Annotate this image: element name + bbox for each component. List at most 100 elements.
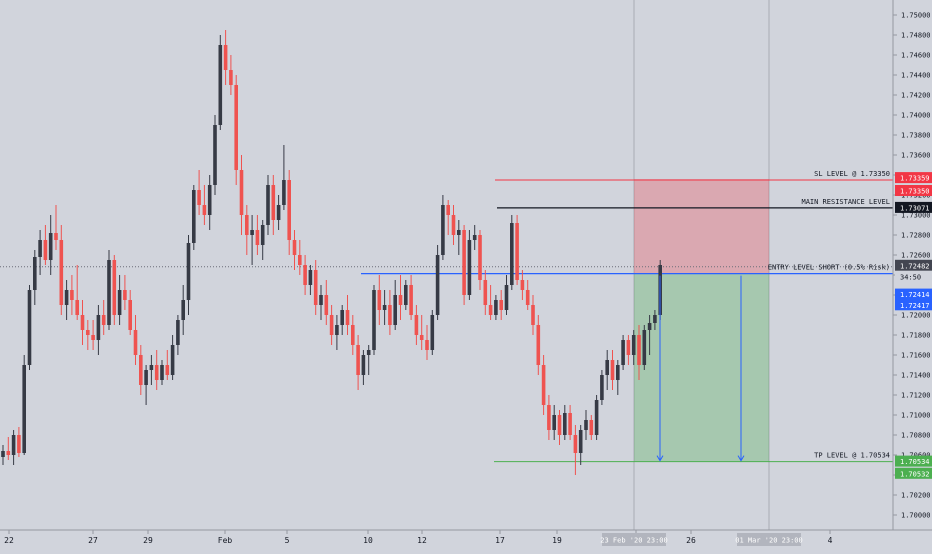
price-tick-label: 1.71800	[901, 332, 931, 340]
candle-body	[419, 335, 424, 340]
candle-body	[568, 413, 572, 435]
candle-body	[48, 233, 53, 260]
price-tick-label: 1.70000	[901, 512, 931, 520]
entry-price-badge-bg	[895, 288, 932, 300]
candle-body	[202, 205, 207, 215]
candle-body	[536, 325, 541, 365]
candle-body	[133, 330, 138, 355]
tp-price-badge-bg	[895, 455, 932, 467]
candle-body	[578, 430, 583, 453]
candle-body	[510, 223, 514, 285]
candle-body	[600, 375, 604, 400]
candle-body	[170, 345, 175, 375]
candle-body	[197, 190, 201, 205]
candle-body	[504, 285, 509, 310]
candle-body	[27, 290, 32, 365]
candle-body	[653, 315, 657, 323]
candle-body	[324, 295, 329, 315]
candle-body	[515, 223, 519, 280]
candle-body	[626, 340, 631, 355]
candle-body	[589, 420, 594, 435]
candle-body	[541, 365, 546, 405]
candle-body	[414, 315, 419, 335]
candle-body	[192, 190, 196, 243]
candle-body	[488, 305, 493, 315]
candle-body	[17, 435, 21, 453]
price-badges: 1.73359 1.73350 1.73071 1.72482 34:50 1.72414…	[895, 172, 932, 479]
candle-body	[160, 365, 164, 380]
time-tick-label: 5	[285, 536, 290, 545]
level-lines	[0, 179, 893, 463]
candle-body	[229, 70, 233, 85]
candle-body	[298, 255, 302, 265]
position-zones	[634, 179, 769, 462]
candle-body	[499, 300, 503, 310]
candle-body	[483, 280, 488, 305]
candle-body	[234, 85, 238, 170]
sl-price-badge-bg	[895, 185, 932, 196]
candle-body	[282, 180, 286, 205]
candle-body	[340, 310, 344, 325]
candle-body	[329, 315, 334, 335]
candle-body	[467, 240, 472, 295]
candle-body	[647, 323, 652, 330]
candle-body	[149, 365, 154, 370]
time-tick-label: 4	[828, 536, 833, 545]
candle-body	[123, 290, 127, 300]
tp-level-label: TP LEVEL @ 1.70534	[814, 452, 890, 460]
price-tick-label: 1.71000	[901, 412, 931, 420]
candle-body	[11, 435, 16, 455]
candle-body	[260, 225, 265, 245]
time-axis[interactable]: 222729Feb5101217192426423 Feb '20 23:000…	[4, 530, 833, 546]
tp-price-badge: 1.70534	[900, 458, 930, 466]
candle-body	[637, 335, 641, 365]
countdown-badge-bg	[895, 270, 932, 282]
price-tick-label: 1.73600	[901, 152, 931, 160]
price-tick-label: 1.75000	[901, 12, 931, 20]
candle-body	[547, 405, 551, 430]
candles	[1, 30, 662, 475]
stop-loss-zone	[634, 179, 769, 274]
candle-body	[457, 230, 461, 235]
candle-body	[605, 360, 609, 375]
candle-body	[139, 355, 143, 385]
entry-price-badge: 1.72414	[900, 291, 930, 299]
time-tick-label: Feb	[218, 536, 233, 545]
candle-body	[345, 310, 350, 325]
candle-body	[472, 235, 477, 240]
candle-body	[404, 285, 408, 305]
candle-body	[563, 413, 567, 435]
crosshair-time-label-end: 01 Mar '20 23:00	[735, 537, 802, 545]
crosshair-vertical-lines	[633, 0, 770, 530]
candle-body	[451, 215, 456, 235]
time-tick-label: 17	[495, 536, 505, 545]
candle-body	[250, 230, 254, 235]
level-labels: SL LEVEL @ 1.73350 MAIN RESISTANCE LEVEL E…	[768, 170, 890, 460]
position-stop-badge-bg	[895, 467, 932, 479]
candle-body	[43, 240, 48, 260]
time-tick-label: 12	[417, 536, 427, 545]
candle-body	[361, 355, 366, 375]
price-tick-label: 1.73800	[901, 132, 931, 140]
candle-body	[59, 240, 64, 305]
candle-body	[218, 45, 223, 125]
candle-body	[239, 170, 244, 215]
candle-body	[181, 300, 185, 320]
resistance-price-badge-bg	[895, 201, 932, 213]
candle-body	[382, 305, 387, 310]
candle-body	[425, 340, 429, 350]
candle-body	[276, 205, 281, 220]
candle-body	[642, 330, 647, 365]
candle-body	[388, 305, 392, 325]
candle-body	[176, 320, 180, 345]
candle-body	[478, 235, 482, 280]
candle-body	[435, 255, 440, 315]
time-tick-label: 10	[363, 536, 373, 545]
price-tick-label: 1.74000	[901, 112, 931, 120]
candle-body	[112, 260, 117, 315]
price-tick-label: 1.74200	[901, 92, 931, 100]
position-top-badge-bg	[895, 172, 932, 184]
target-arrow-head	[737, 455, 745, 462]
